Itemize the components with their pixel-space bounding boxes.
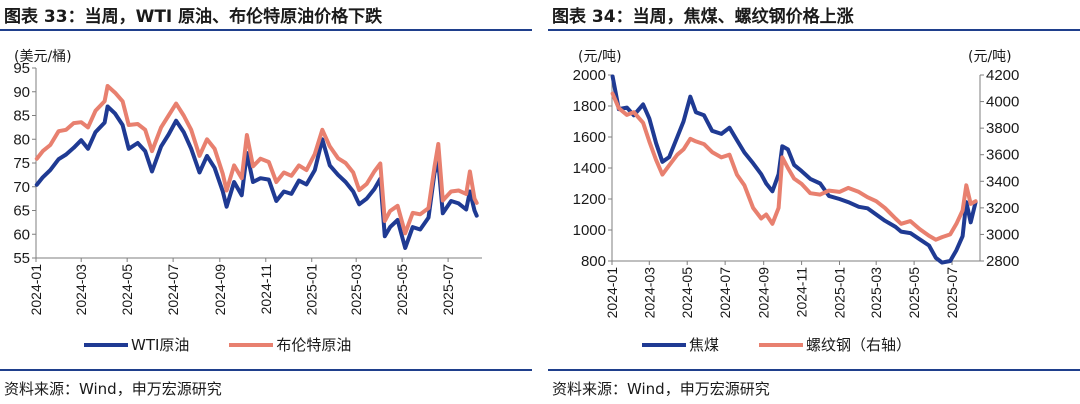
x-tick-label: 2024-07 [165, 264, 181, 316]
x-tick-label: 2025-07 [440, 264, 456, 316]
y2-tick-label: 3800 [986, 120, 1019, 137]
y-tick-label: 75 [13, 155, 30, 172]
bottom-rule [0, 369, 532, 371]
legend-swatch-brent [229, 342, 274, 347]
bottom-rule [548, 369, 1080, 371]
y2-axis-label: (元/吨) [968, 49, 1012, 65]
legend: WTI原油 布伦特原油 [84, 334, 391, 355]
y2-tick-label: 3000 [986, 226, 1019, 243]
legend-swatch-coking-coal [642, 342, 686, 347]
legend-label-coking-coal: 焦煤 [689, 336, 720, 354]
source-note: 资料来源：Wind，申万宏源研究 [4, 380, 222, 398]
legend-label-brent: 布伦特原油 [276, 336, 352, 354]
chart-plot-right: 800 1000 1200 1400 1600 1800 2000 2800 3000 3200 3… [573, 67, 1020, 319]
x-tick-label: 2024-05 [119, 264, 135, 316]
x-tick-label: 2024-07 [717, 267, 733, 319]
legend-label-rebar: 螺纹钢（右轴） [806, 336, 912, 354]
y-tick-label: 800 [581, 253, 606, 270]
y-tick-label: 60 [13, 226, 30, 243]
x-tick-label: 2025-07 [944, 267, 960, 319]
chart-title: 图表 34：当周，焦煤、螺纹钢价格上涨 [552, 7, 854, 27]
source-note: 资料来源：Wind，申万宏源研究 [552, 380, 770, 398]
y-axis-label: (元/吨) [578, 49, 622, 65]
x-tick-label: 2024-05 [679, 267, 695, 319]
x-tick-label: 2024-01 [604, 267, 620, 319]
y2-tick-label: 4000 [986, 94, 1019, 111]
y-tick-label: 1600 [573, 129, 606, 146]
y2-tick-label: 3600 [986, 147, 1019, 164]
legend-label-wti: WTI原油 [131, 336, 190, 354]
x-tick-label: 2025-03 [868, 267, 884, 319]
chart-panel-right: 图表 34：当周，焦煤、螺纹钢价格上涨 (元/吨) (元/吨) 800 1000 1… [548, 0, 1080, 404]
legend: 焦煤 螺纹钢（右轴） [642, 334, 951, 355]
y-tick-label: 55 [13, 250, 30, 267]
x-tick-label: 2024-11 [258, 264, 274, 315]
y-tick-label: 90 [13, 84, 30, 101]
y-tick-label: 95 [13, 60, 30, 77]
series-line-0 [610, 74, 978, 265]
y-tick-label: 85 [13, 108, 30, 125]
legend-item-rebar: 螺纹钢（右轴） [759, 334, 911, 355]
legend-item-coking-coal: 焦煤 [642, 334, 719, 355]
y2-tick-label: 3200 [986, 200, 1019, 217]
x-tick-label: 2025-01 [304, 264, 320, 316]
y2-tick-label: 3400 [986, 173, 1019, 190]
legend-item-brent: 布伦特原油 [229, 334, 351, 355]
y-tick-label: 1400 [573, 160, 606, 177]
x-tick-label: 2025-03 [348, 264, 364, 316]
series-line-0 [34, 104, 479, 250]
y2-tick-label: 2800 [986, 253, 1019, 270]
x-tick-label: 2024-01 [28, 264, 44, 316]
x-tick-label: 2024-09 [212, 264, 228, 316]
x-tick-label: 2024-03 [73, 264, 89, 316]
title-rule [0, 29, 532, 31]
chart-plot-left: 55 60 65 70 75 80 85 90 95 2024-01 2024-03 2024-05 2… [13, 60, 482, 316]
chart-panel-left: 图表 33：当周，WTI 原油、布伦特原油价格下跌 (美元/桶) 55 60 65 7… [0, 0, 532, 404]
x-tick-label: 2025-05 [906, 267, 922, 319]
series-line-1 [34, 84, 479, 236]
y-tick-label: 2000 [573, 67, 606, 84]
y-tick-label: 70 [13, 179, 30, 196]
title-rule [548, 29, 1080, 31]
x-tick-label: 2025-01 [832, 267, 848, 319]
legend-item-wti: WTI原油 [84, 334, 189, 355]
legend-swatch-rebar [759, 342, 804, 347]
y2-tick-label: 4200 [986, 67, 1019, 84]
x-tick-label: 2025-05 [394, 264, 410, 316]
y-tick-label: 1000 [573, 222, 606, 239]
y-tick-label: 1800 [573, 98, 606, 115]
series-line-1 [610, 91, 978, 242]
x-tick-label: 2024-11 [794, 267, 810, 318]
y-tick-label: 65 [13, 203, 30, 220]
x-tick-label: 2024-09 [756, 267, 772, 319]
y-axis-label: (美元/桶) [14, 49, 72, 65]
y-tick-label: 1200 [573, 191, 606, 208]
x-tick-label: 2024-03 [641, 267, 657, 319]
chart-title: 图表 33：当周，WTI 原油、布伦特原油价格下跌 [4, 7, 383, 27]
legend-swatch-wti [84, 342, 128, 347]
y-tick-label: 80 [13, 131, 30, 148]
